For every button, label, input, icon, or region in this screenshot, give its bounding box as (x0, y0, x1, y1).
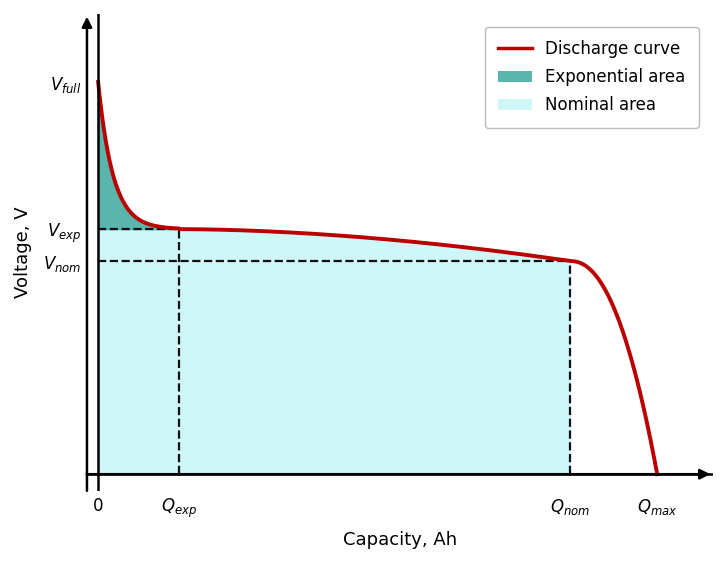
Legend: Discharge curve, Exponential area, Nominal area: Discharge curve, Exponential area, Nomin… (485, 27, 699, 128)
X-axis label: Capacity, Ah: Capacity, Ah (343, 531, 457, 549)
Polygon shape (98, 82, 570, 474)
Y-axis label: Voltage, V: Voltage, V (14, 207, 32, 298)
